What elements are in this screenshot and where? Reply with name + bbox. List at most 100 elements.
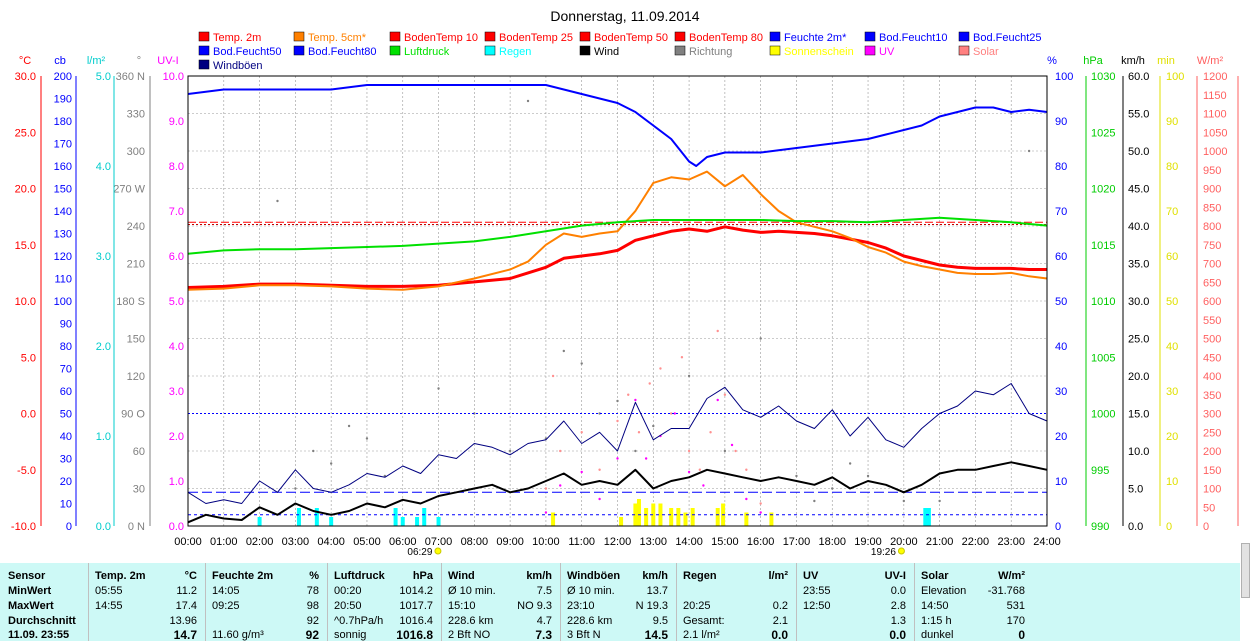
stats-value: 531 (1006, 600, 1025, 612)
legend-label: Solar (973, 46, 999, 58)
tick-sun: 100 (1166, 71, 1184, 83)
tick-wind: 30.0 (1128, 296, 1149, 308)
axis-unit-dir: ° (137, 55, 141, 67)
solar-point (598, 468, 601, 471)
direction-point (1027, 149, 1031, 153)
x-tick-label: 15:00 (711, 536, 739, 548)
tick-uv: 2.0 (169, 431, 184, 443)
tick-temp: 0.0 (21, 409, 36, 421)
solar-point (669, 412, 673, 415)
sunshine-bar (636, 499, 641, 526)
legend-label: Luftdruck (404, 46, 450, 58)
stats-value: 11.2 (176, 585, 197, 597)
tick-hum: 20 (1055, 431, 1067, 443)
x-tick-label: 11:00 (568, 536, 595, 548)
vertical-scrollbar[interactable] (1240, 0, 1250, 641)
tick-uv: 0.0 (169, 521, 184, 533)
tick-cb: 30 (60, 454, 72, 466)
stats-note: Elevation (921, 585, 967, 597)
tick-solar: 400 (1203, 371, 1221, 383)
legend-label: BodenTemp 10 (404, 32, 478, 44)
stats-header: Regen (683, 570, 717, 582)
solar-point (627, 393, 630, 396)
plot-frame (187, 75, 1048, 527)
chart-title: Donnerstag, 11.09.2014 (550, 8, 699, 24)
direction-point (526, 99, 530, 103)
tick-uv: 4.0 (169, 341, 184, 353)
series-lines (187, 84, 1048, 524)
direction-point (365, 437, 369, 440)
sunshine-bar (619, 517, 624, 526)
axis-unit-temp: °C (19, 55, 31, 67)
x-tick-label: 20:00 (890, 536, 918, 548)
x-axis: 00:00 01:00 02:00 03:00 04:00 05:00 06:00 07:00… (174, 536, 1061, 558)
uv-point (687, 470, 691, 474)
tick-cb: 150 (54, 184, 72, 196)
tick-solar: 550 (1203, 315, 1221, 327)
axis-unit-rain: l/m² (87, 55, 106, 67)
stats-column-humidity: Feuchte 2m% 14:05 78 09:25 98 92 11.60 g/m³ 92 (205, 563, 327, 642)
right-axes: 1009080706050403020100103010251020101510… (1055, 71, 1239, 533)
scrollbar-thumb[interactable] (1241, 543, 1250, 598)
tick-temp: 10.0 (15, 296, 36, 308)
x-tick-label: 10:00 (532, 536, 560, 548)
tick-wind: 25.0 (1128, 334, 1149, 346)
legend-label: Bod.Feucht50 (213, 46, 282, 58)
direction-point (652, 424, 655, 428)
x-tick-label: 18:00 (818, 536, 846, 548)
tick-wind: 0.0 (1128, 521, 1143, 533)
legend-swatch (389, 45, 401, 56)
tick-sun: 50 (1166, 296, 1178, 308)
axis-unit-press: hPa (1083, 55, 1103, 67)
tick-wind: 35.0 (1128, 259, 1149, 271)
tick-sun: 10 (1166, 476, 1178, 488)
weather-chart: Donnerstag, 11.09.2014 Temp. 2m Temp. 5cm… (11, 8, 1239, 558)
series-line (187, 225, 1047, 289)
rain-bar (422, 508, 427, 526)
x-tick-label: 06:00 (389, 536, 417, 548)
legend-label: BodenTemp 50 (594, 32, 668, 44)
tick-uv: 1.0 (169, 476, 184, 488)
direction-point (312, 449, 315, 453)
legend-swatch (769, 31, 781, 42)
sunshine-bar (633, 503, 638, 526)
solar-point (709, 431, 712, 434)
direction-point (938, 499, 941, 503)
direction-point (598, 412, 601, 415)
x-tick-label: 12:00 (604, 536, 632, 548)
stats-note: Ø 10 min. (567, 585, 615, 597)
tick-rain: 2.0 (96, 341, 111, 353)
tick-hum: 70 (1055, 206, 1067, 218)
tick-press: 1005 (1091, 352, 1115, 364)
tick-hum: 90 (1055, 116, 1067, 128)
tick-solar: 50 (1203, 502, 1215, 514)
tick-wind: 15.0 (1128, 409, 1149, 421)
tick-hum: 0 (1055, 521, 1061, 533)
stats-unit: °C (184, 570, 197, 582)
sunshine-bar (644, 508, 649, 526)
tick-cb: 80 (60, 341, 72, 353)
x-tick-label: 05:00 (353, 536, 381, 548)
tick-temp: 5.0 (21, 352, 36, 364)
tick-solar: 1150 (1203, 90, 1227, 102)
x-tick-label: 16:00 (747, 536, 775, 548)
direction-point (866, 474, 870, 478)
tick-solar: 1000 (1203, 146, 1227, 158)
legend-label: BodenTemp 80 (689, 32, 763, 44)
legend-label: Temp. 2m (213, 32, 261, 44)
legend-swatch (579, 31, 591, 42)
legend-swatch (864, 31, 876, 42)
legend-label: Bod.Feucht25 (973, 32, 1042, 44)
stats-value: -31.768 (987, 585, 1025, 597)
tick-uv: 7.0 (169, 206, 184, 218)
tick-wind: 50.0 (1128, 146, 1149, 158)
solar-point (648, 382, 651, 385)
stats-unit: hPa (412, 570, 433, 582)
stats-value: N 19.3 (635, 600, 668, 612)
axis-unit-uv: UV-I (157, 55, 178, 67)
sunshine-bar (690, 508, 695, 526)
solar-point (734, 449, 737, 453)
direction-point (473, 412, 476, 415)
direction-point (616, 399, 619, 403)
tick-dir: 60 (133, 446, 145, 458)
